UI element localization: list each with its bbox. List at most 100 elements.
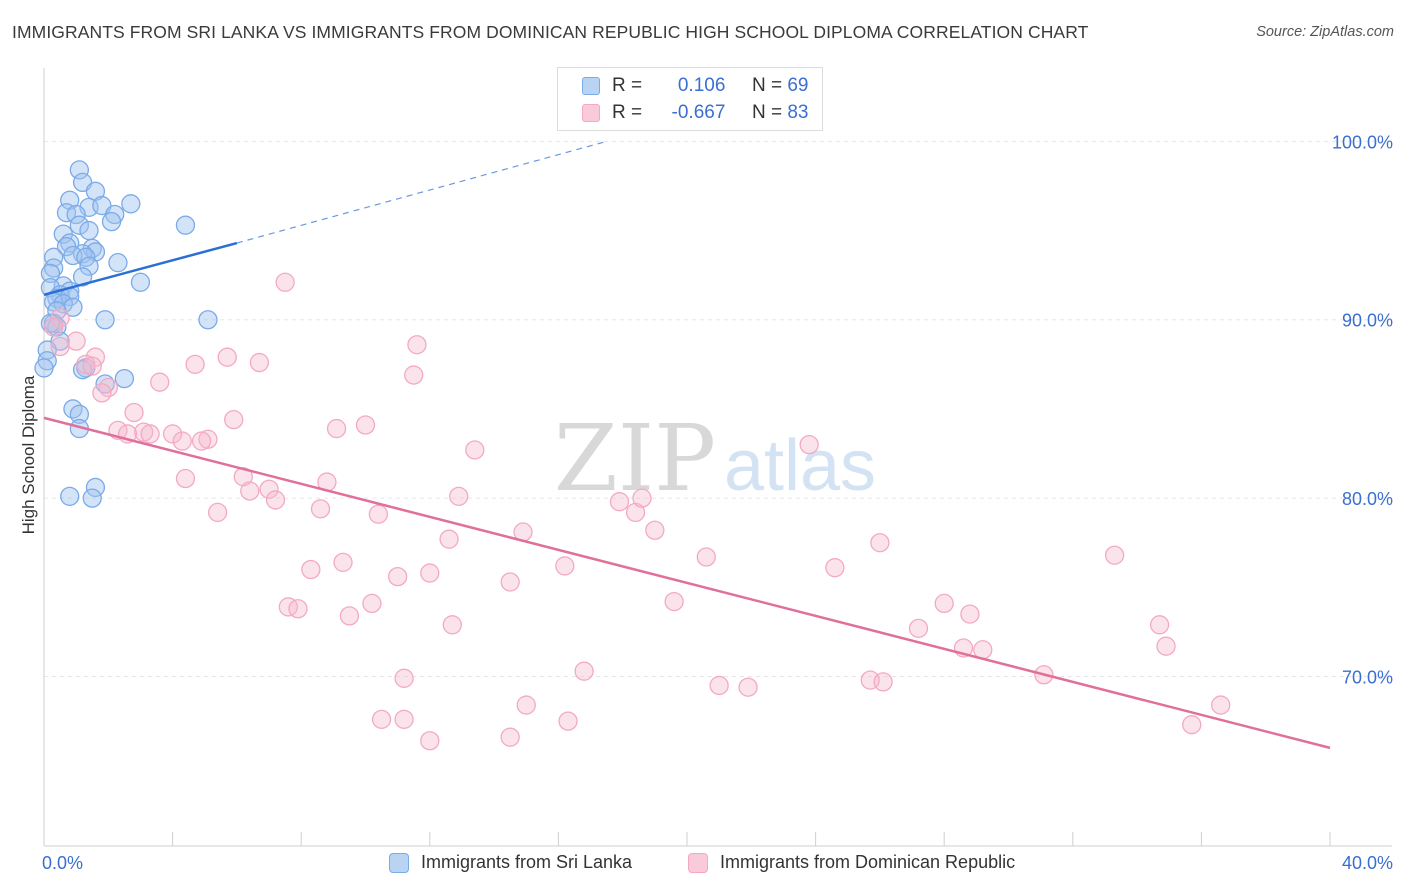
point-dominican-republic bbox=[1104, 545, 1125, 565]
point-dominican-republic bbox=[420, 731, 440, 751]
point-sri-lanka bbox=[60, 233, 80, 253]
point-dominican-republic bbox=[516, 695, 536, 715]
point-dominican-republic bbox=[404, 365, 424, 385]
point-dominican-republic bbox=[1182, 715, 1202, 735]
point-sri-lanka bbox=[72, 267, 93, 287]
source-credit: Source: ZipAtlas.com bbox=[1256, 24, 1394, 40]
point-dominican-republic bbox=[387, 566, 408, 587]
bottom-legend-label-sri-lanka: Immigrants from Sri Lanka bbox=[421, 852, 633, 872]
point-dominican-republic bbox=[175, 468, 196, 489]
point-sri-lanka bbox=[43, 247, 64, 267]
y-tick-label: 90.0% bbox=[1342, 311, 1393, 331]
point-sri-lanka bbox=[121, 194, 141, 214]
point-dominican-republic bbox=[664, 591, 684, 612]
y-tick-label: 100.0% bbox=[1332, 132, 1393, 152]
point-sri-lanka bbox=[79, 256, 99, 276]
point-dominican-republic bbox=[278, 597, 298, 617]
legend-swatch-sri-lanka bbox=[582, 77, 600, 95]
point-dominican-republic bbox=[465, 440, 485, 460]
tick-labels: 100.0% 90.0% 80.0% 70.0% 0.0% 40.0% bbox=[42, 132, 1393, 873]
point-dominican-republic bbox=[870, 533, 890, 553]
point-sri-lanka bbox=[69, 404, 90, 424]
point-dominican-republic bbox=[355, 415, 376, 435]
bottom-legend-swatch-dominican bbox=[688, 853, 708, 873]
chart-title: IMMIGRANTS FROM SRI LANKA VS IMMIGRANTS … bbox=[12, 22, 1089, 42]
legend-r-value-sri-lanka: 0.106 bbox=[677, 75, 726, 96]
point-sri-lanka bbox=[69, 215, 90, 235]
point-dominican-republic bbox=[288, 599, 308, 619]
point-dominican-republic bbox=[439, 529, 459, 549]
point-dominican-republic bbox=[555, 556, 575, 576]
point-dominican-republic bbox=[645, 520, 665, 540]
point-sri-lanka bbox=[72, 244, 93, 264]
point-sri-lanka bbox=[108, 253, 128, 273]
point-dominican-republic bbox=[249, 352, 270, 373]
point-dominican-republic bbox=[240, 481, 260, 501]
legend-n-value-sri-lanka: 69 bbox=[787, 75, 809, 96]
point-dominican-republic bbox=[709, 675, 729, 696]
watermark-zip: ZIP bbox=[554, 405, 716, 512]
point-sri-lanka bbox=[56, 203, 77, 223]
trend-line-sri-lanka-extension bbox=[236, 140, 607, 244]
point-dominican-republic bbox=[162, 424, 183, 444]
x-tick-label: 0.0% bbox=[42, 853, 83, 873]
point-dominican-republic bbox=[134, 422, 154, 442]
point-dominican-republic bbox=[172, 431, 192, 451]
point-dominican-republic bbox=[1211, 695, 1231, 715]
point-dominican-republic bbox=[420, 563, 440, 583]
point-sri-lanka bbox=[95, 310, 115, 330]
point-dominican-republic bbox=[960, 604, 980, 624]
point-dominican-republic bbox=[371, 709, 392, 729]
y-tick-label: 70.0% bbox=[1342, 668, 1393, 688]
point-dominican-republic bbox=[265, 490, 286, 510]
point-sri-lanka bbox=[43, 258, 64, 278]
bottom-legend-swatch-sri-lanka bbox=[389, 853, 409, 873]
point-sri-lanka bbox=[79, 220, 99, 241]
point-dominican-republic bbox=[92, 383, 112, 403]
point-dominican-republic bbox=[696, 547, 716, 567]
trend-line-dominican-republic bbox=[43, 416, 1331, 750]
point-dominican-republic bbox=[150, 372, 170, 392]
point-dominican-republic bbox=[333, 552, 353, 573]
point-dominican-republic bbox=[500, 727, 520, 747]
point-dominican-republic bbox=[362, 593, 382, 614]
point-dominican-republic bbox=[574, 661, 594, 681]
axes bbox=[43, 68, 1392, 847]
point-sri-lanka bbox=[40, 263, 61, 284]
trend-line-sri-lanka bbox=[43, 241, 238, 296]
point-dominican-republic bbox=[259, 479, 279, 499]
watermark: ZIP atlas bbox=[554, 405, 876, 512]
point-dominican-republic bbox=[326, 418, 347, 439]
point-dominican-republic bbox=[124, 402, 144, 423]
point-dominican-republic bbox=[449, 486, 469, 507]
correlation-legend: R = 0.106 N = 69 R = -0.667 N = 83 bbox=[557, 67, 823, 131]
grid-lines bbox=[44, 140, 1392, 678]
point-sri-lanka bbox=[40, 313, 61, 333]
point-dominican-republic bbox=[908, 618, 929, 639]
points-dominican-republic bbox=[43, 272, 1231, 751]
point-dominican-republic bbox=[198, 429, 218, 449]
x-tick-label: 40.0% bbox=[1342, 853, 1393, 873]
point-sri-lanka bbox=[69, 160, 90, 180]
point-sri-lanka bbox=[175, 215, 196, 235]
point-dominican-republic bbox=[301, 559, 321, 580]
point-sri-lanka bbox=[60, 486, 80, 507]
point-sri-lanka bbox=[101, 211, 122, 232]
point-sri-lanka bbox=[114, 368, 135, 389]
point-dominican-republic bbox=[442, 615, 462, 635]
point-sri-lanka bbox=[66, 204, 86, 225]
point-dominican-republic bbox=[217, 347, 237, 367]
point-dominican-republic bbox=[799, 434, 819, 455]
point-dominican-republic bbox=[407, 335, 427, 355]
point-dominican-republic bbox=[632, 488, 652, 508]
y-tick-label: 80.0% bbox=[1342, 489, 1393, 509]
point-dominican-republic bbox=[394, 709, 414, 729]
point-dominican-republic bbox=[43, 317, 64, 337]
point-dominican-republic bbox=[66, 331, 86, 351]
point-dominican-republic bbox=[207, 502, 228, 523]
point-dominican-republic bbox=[609, 492, 630, 512]
point-dominican-republic bbox=[394, 668, 414, 688]
point-sri-lanka bbox=[198, 310, 218, 330]
point-dominican-republic bbox=[738, 677, 758, 697]
